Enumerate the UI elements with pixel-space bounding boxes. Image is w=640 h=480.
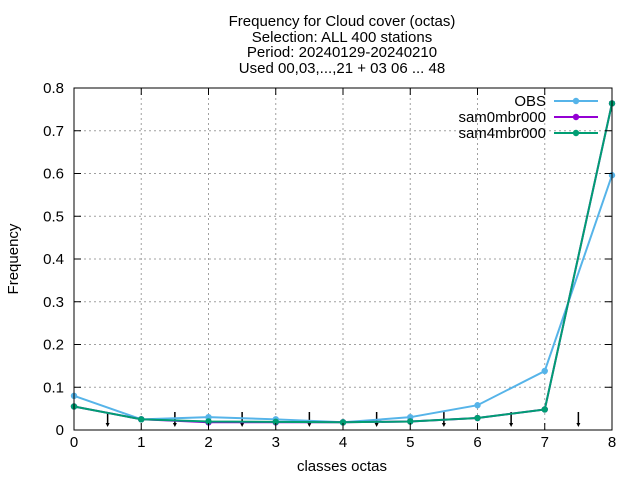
data-point bbox=[541, 367, 548, 375]
x-tick-label: 2 bbox=[204, 434, 212, 451]
data-point bbox=[474, 414, 481, 422]
x-tick-label: 8 bbox=[608, 434, 616, 451]
x-tick-label: 0 bbox=[70, 434, 78, 451]
y-tick-label: 0.7 bbox=[43, 123, 64, 140]
y-tick-label: 0.8 bbox=[43, 80, 64, 97]
y-tick-label: 0.3 bbox=[43, 294, 64, 311]
x-axis-ticks: 0 1 2 3 4 5 6 7 8 bbox=[70, 88, 616, 451]
boundary-arrow-marker bbox=[576, 412, 581, 427]
data-point bbox=[272, 418, 279, 426]
x-tick-label: 4 bbox=[339, 434, 347, 451]
data-point bbox=[474, 402, 481, 409]
data-point bbox=[138, 416, 145, 423]
series-layer bbox=[70, 100, 616, 426]
legend-entry: OBS bbox=[514, 93, 598, 110]
y-tick-label: 0.4 bbox=[43, 251, 64, 268]
boundary-arrow-marker bbox=[441, 412, 446, 427]
data-point bbox=[205, 418, 212, 425]
y-tick-label: 0.2 bbox=[43, 337, 64, 354]
legend-label: sam0mbr000 bbox=[458, 109, 546, 126]
series-sam4mbr000 bbox=[70, 100, 616, 426]
boundary-arrow-marker bbox=[307, 412, 312, 427]
x-tick-label: 7 bbox=[541, 434, 549, 451]
legend-label: sam4mbr000 bbox=[458, 125, 546, 142]
title-line-1: Frequency for Cloud cover (octas) bbox=[229, 13, 456, 30]
x-tick-label: 1 bbox=[137, 434, 145, 451]
boundary-arrow-marker bbox=[105, 412, 110, 427]
y-tick-label: 0.1 bbox=[43, 379, 64, 396]
data-point bbox=[407, 418, 414, 425]
legend-entry: sam4mbr000 bbox=[458, 125, 598, 142]
title-line-2: Selection: ALL 400 stations bbox=[252, 29, 432, 46]
title-line-3: Period: 20240129-20240210 bbox=[247, 44, 437, 61]
legend-entry: sam0mbr000 bbox=[458, 109, 598, 126]
y-axis-ticks: 0 0.1 0.2 0.3 0.4 0.5 0.6 0.7 0.8 bbox=[43, 80, 612, 439]
x-tick-label: 3 bbox=[272, 434, 280, 451]
title-line-4: Used 00,03,...,21 + 03 06 ... 48 bbox=[239, 60, 445, 77]
legend-swatch-marker bbox=[572, 129, 580, 137]
y-tick-label: 0.5 bbox=[43, 208, 64, 225]
boundary-arrow-marker bbox=[240, 412, 245, 427]
legend-swatch-marker bbox=[572, 113, 580, 121]
x-axis-label: classes octas bbox=[297, 458, 387, 475]
legend-label: OBS bbox=[514, 93, 546, 110]
data-point bbox=[339, 419, 347, 426]
chart-title: Frequency for Cloud cover (octas) Select… bbox=[229, 13, 456, 77]
y-tick-label: 0.6 bbox=[43, 166, 64, 183]
x-tick-label: 5 bbox=[406, 434, 414, 451]
data-point bbox=[541, 406, 548, 413]
legend-swatch-marker bbox=[572, 97, 580, 105]
y-axis-label: Frequency bbox=[5, 223, 22, 294]
y-tick-label: 0 bbox=[56, 422, 64, 439]
x-tick-label: 6 bbox=[473, 434, 481, 451]
